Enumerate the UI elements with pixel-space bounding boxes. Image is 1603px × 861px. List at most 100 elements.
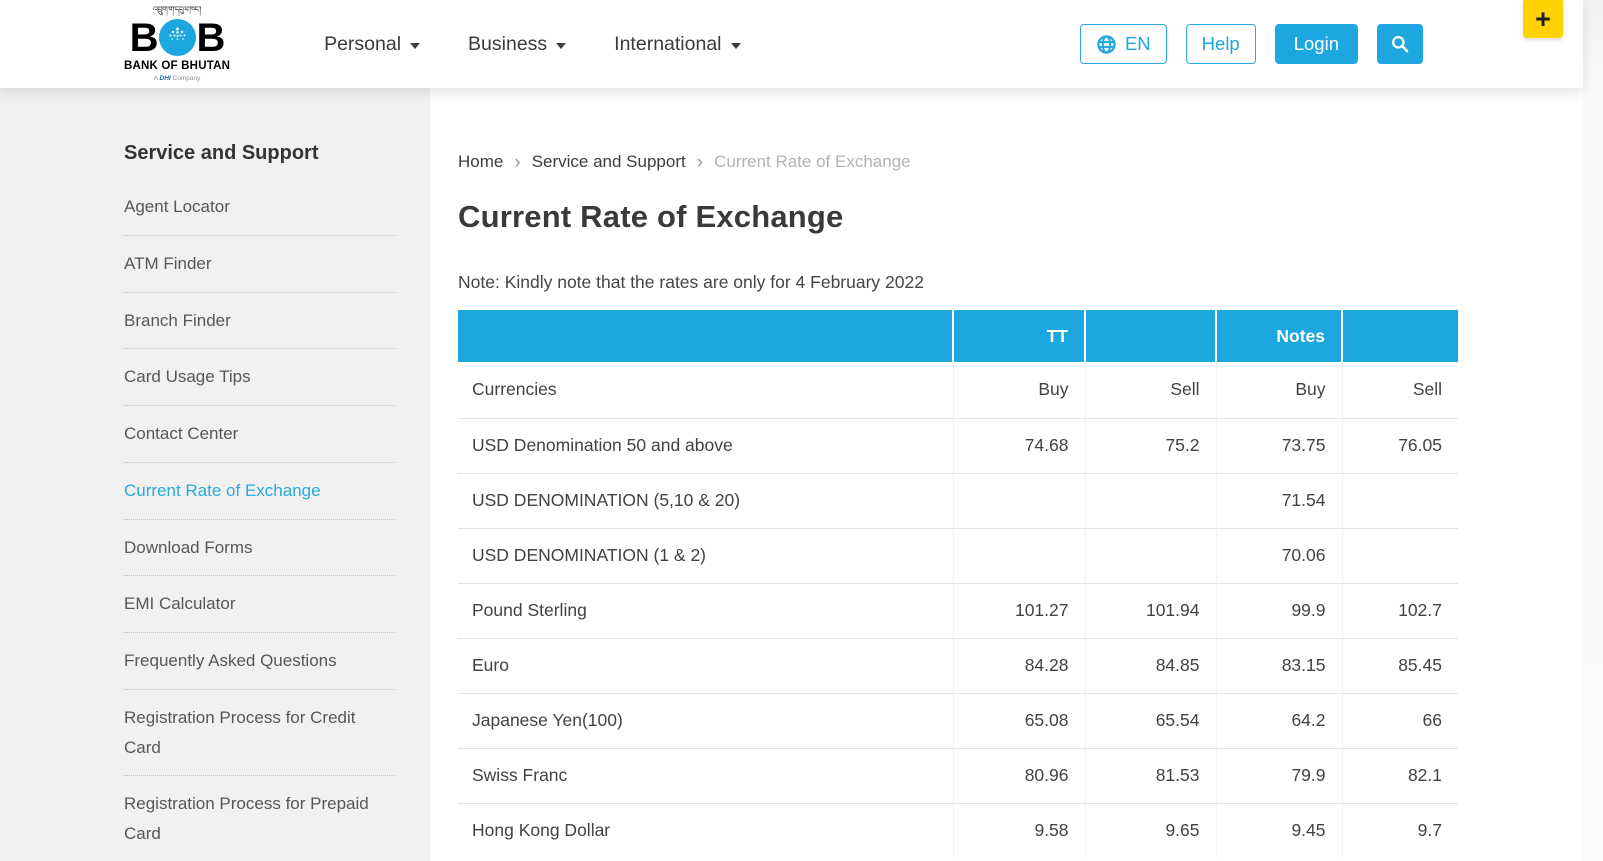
sidebar-item[interactable]: Registration Process for Credit Card xyxy=(124,690,396,777)
currency-cell: Pound Sterling xyxy=(458,583,953,638)
search-button[interactable] xyxy=(1377,24,1423,64)
table-row: Hong Kong Dollar9.589.659.459.7 xyxy=(458,803,1458,858)
table-row: USD DENOMINATION (5,10 & 20) 71.54 xyxy=(458,473,1458,528)
language-button[interactable]: EN xyxy=(1080,24,1167,64)
chevron-down-icon xyxy=(410,43,420,49)
table-column-header: Buy xyxy=(953,362,1085,418)
nav-international[interactable]: International xyxy=(614,33,740,56)
breadcrumb-home[interactable]: Home xyxy=(458,152,503,172)
table-column-header: Currencies xyxy=(458,362,953,418)
sidebar-item[interactable]: EMI Calculator xyxy=(124,576,396,633)
logo-bank-name: BANK OF BHUTAN xyxy=(124,61,230,73)
rate-cell: 66 xyxy=(1342,693,1458,748)
rate-table-body: CurrenciesBuySellBuySellUSD Denomination… xyxy=(458,362,1458,858)
table-group-header: Notes xyxy=(1216,310,1342,362)
logo-dzongkha-text: འབྲུག་གི་དངུལ་ཁང་། xyxy=(153,6,201,17)
rate-cell: 75.2 xyxy=(1085,418,1216,473)
logo-circle-icon xyxy=(159,19,196,56)
rate-cell: 9.58 xyxy=(953,803,1085,858)
sidebar-item[interactable]: Registration Process for Prepaid Card xyxy=(124,776,396,861)
login-button[interactable]: Login xyxy=(1275,24,1358,64)
sidebar-item[interactable]: ATM Finder xyxy=(124,236,396,293)
logo-tagline: A DHI Company xyxy=(154,76,201,83)
table-group-header xyxy=(458,310,953,362)
table-row: Swiss Franc80.9681.5379.982.1 xyxy=(458,748,1458,803)
accessibility-plus-button[interactable]: + xyxy=(1523,0,1563,38)
rate-table-head: TT Notes xyxy=(458,310,1458,362)
sidebar: Service and Support Agent LocatorATM Fin… xyxy=(0,88,430,861)
sidebar-menu: Agent LocatorATM FinderBranch FinderCard… xyxy=(124,179,396,861)
chevron-right-icon: › xyxy=(514,152,520,172)
table-column-header: Buy xyxy=(1216,362,1342,418)
currency-cell: USD DENOMINATION (1 & 2) xyxy=(458,528,953,583)
table-row: Pound Sterling101.27101.9499.9102.7 xyxy=(458,583,1458,638)
rate-cell xyxy=(1085,528,1216,583)
exchange-rate-table: TT Notes CurrenciesBuySellBuySellUSD Deno… xyxy=(458,310,1458,858)
rate-cell: 9.7 xyxy=(1342,803,1458,858)
rate-cell xyxy=(1342,473,1458,528)
table-group-header xyxy=(1342,310,1458,362)
table-row: USD Denomination 50 and above74.6875.273… xyxy=(458,418,1458,473)
breadcrumb: Home › Service and Support › Current Rat… xyxy=(458,152,1583,172)
rate-cell: 99.9 xyxy=(1216,583,1342,638)
rate-cell: 65.08 xyxy=(953,693,1085,748)
sidebar-item-active[interactable]: Current Rate of Exchange xyxy=(124,463,396,520)
sidebar-item[interactable]: Frequently Asked Questions xyxy=(124,633,396,690)
table-row: Euro84.2884.8583.1585.45 xyxy=(458,638,1458,693)
chevron-right-icon: › xyxy=(697,152,703,172)
rate-cell xyxy=(1342,528,1458,583)
currency-cell: Swiss Franc xyxy=(458,748,953,803)
rate-cell: 101.94 xyxy=(1085,583,1216,638)
rate-cell xyxy=(953,528,1085,583)
sidebar-heading: Service and Support xyxy=(124,142,396,165)
scrollbar-track[interactable] xyxy=(1583,0,1603,861)
logo-wordmark: B B xyxy=(130,17,225,59)
table-row: USD DENOMINATION (1 & 2) 70.06 xyxy=(458,528,1458,583)
plus-icon: + xyxy=(1535,4,1551,35)
rate-cell: 9.65 xyxy=(1085,803,1216,858)
rate-cell: 64.2 xyxy=(1216,693,1342,748)
table-column-header: Sell xyxy=(1342,362,1458,418)
help-button[interactable]: Help xyxy=(1186,24,1256,64)
currency-cell: Japanese Yen(100) xyxy=(458,693,953,748)
rate-cell: 70.06 xyxy=(1216,528,1342,583)
currency-cell: USD DENOMINATION (5,10 & 20) xyxy=(458,473,953,528)
rates-note: Note: Kindly note that the rates are onl… xyxy=(458,272,1583,293)
rate-cell: 101.27 xyxy=(953,583,1085,638)
currency-cell: USD Denomination 50 and above xyxy=(458,418,953,473)
rate-cell: 84.85 xyxy=(1085,638,1216,693)
page-body: Service and Support Agent LocatorATM Fin… xyxy=(0,88,1583,861)
page-title: Current Rate of Exchange xyxy=(458,199,1583,235)
rate-cell: 71.54 xyxy=(1216,473,1342,528)
main-content: Home › Service and Support › Current Rat… xyxy=(430,88,1583,861)
sidebar-item[interactable]: Agent Locator xyxy=(124,179,396,236)
rate-cell xyxy=(953,473,1085,528)
rate-cell: 73.75 xyxy=(1216,418,1342,473)
rate-cell: 79.9 xyxy=(1216,748,1342,803)
nav-business[interactable]: Business xyxy=(468,33,566,56)
rate-cell: 74.68 xyxy=(953,418,1085,473)
breadcrumb-service-support[interactable]: Service and Support xyxy=(532,152,686,172)
currency-cell: Euro xyxy=(458,638,953,693)
table-row: Japanese Yen(100)65.0865.5464.266 xyxy=(458,693,1458,748)
table-group-header: TT xyxy=(953,310,1085,362)
table-group-header xyxy=(1085,310,1216,362)
sidebar-item[interactable]: Contact Center xyxy=(124,406,396,463)
sidebar-item[interactable]: Download Forms xyxy=(124,520,396,577)
search-icon xyxy=(1390,34,1410,54)
header-actions: EN Help Login xyxy=(1080,24,1423,64)
sidebar-item[interactable]: Card Usage Tips xyxy=(124,349,396,406)
main-nav: Personal Business International xyxy=(324,33,740,56)
site-header: འབྲུག་གི་དངུལ་ཁང་། B B BANK OF BHUTAN A … xyxy=(0,0,1583,88)
rate-cell: 80.96 xyxy=(953,748,1085,803)
rate-cell: 76.05 xyxy=(1342,418,1458,473)
rate-cell: 81.53 xyxy=(1085,748,1216,803)
nav-personal[interactable]: Personal xyxy=(324,33,420,56)
rate-cell: 83.15 xyxy=(1216,638,1342,693)
sidebar-item[interactable]: Branch Finder xyxy=(124,293,396,350)
bank-logo[interactable]: འབྲུག་གི་དངུལ་ཁང་། B B BANK OF BHUTAN A … xyxy=(124,6,230,83)
rate-cell: 65.54 xyxy=(1085,693,1216,748)
chevron-down-icon xyxy=(731,43,741,49)
page: འབྲུག་གི་དངུལ་ཁང་། B B BANK OF BHUTAN A … xyxy=(0,0,1583,861)
chevron-down-icon xyxy=(556,43,566,49)
